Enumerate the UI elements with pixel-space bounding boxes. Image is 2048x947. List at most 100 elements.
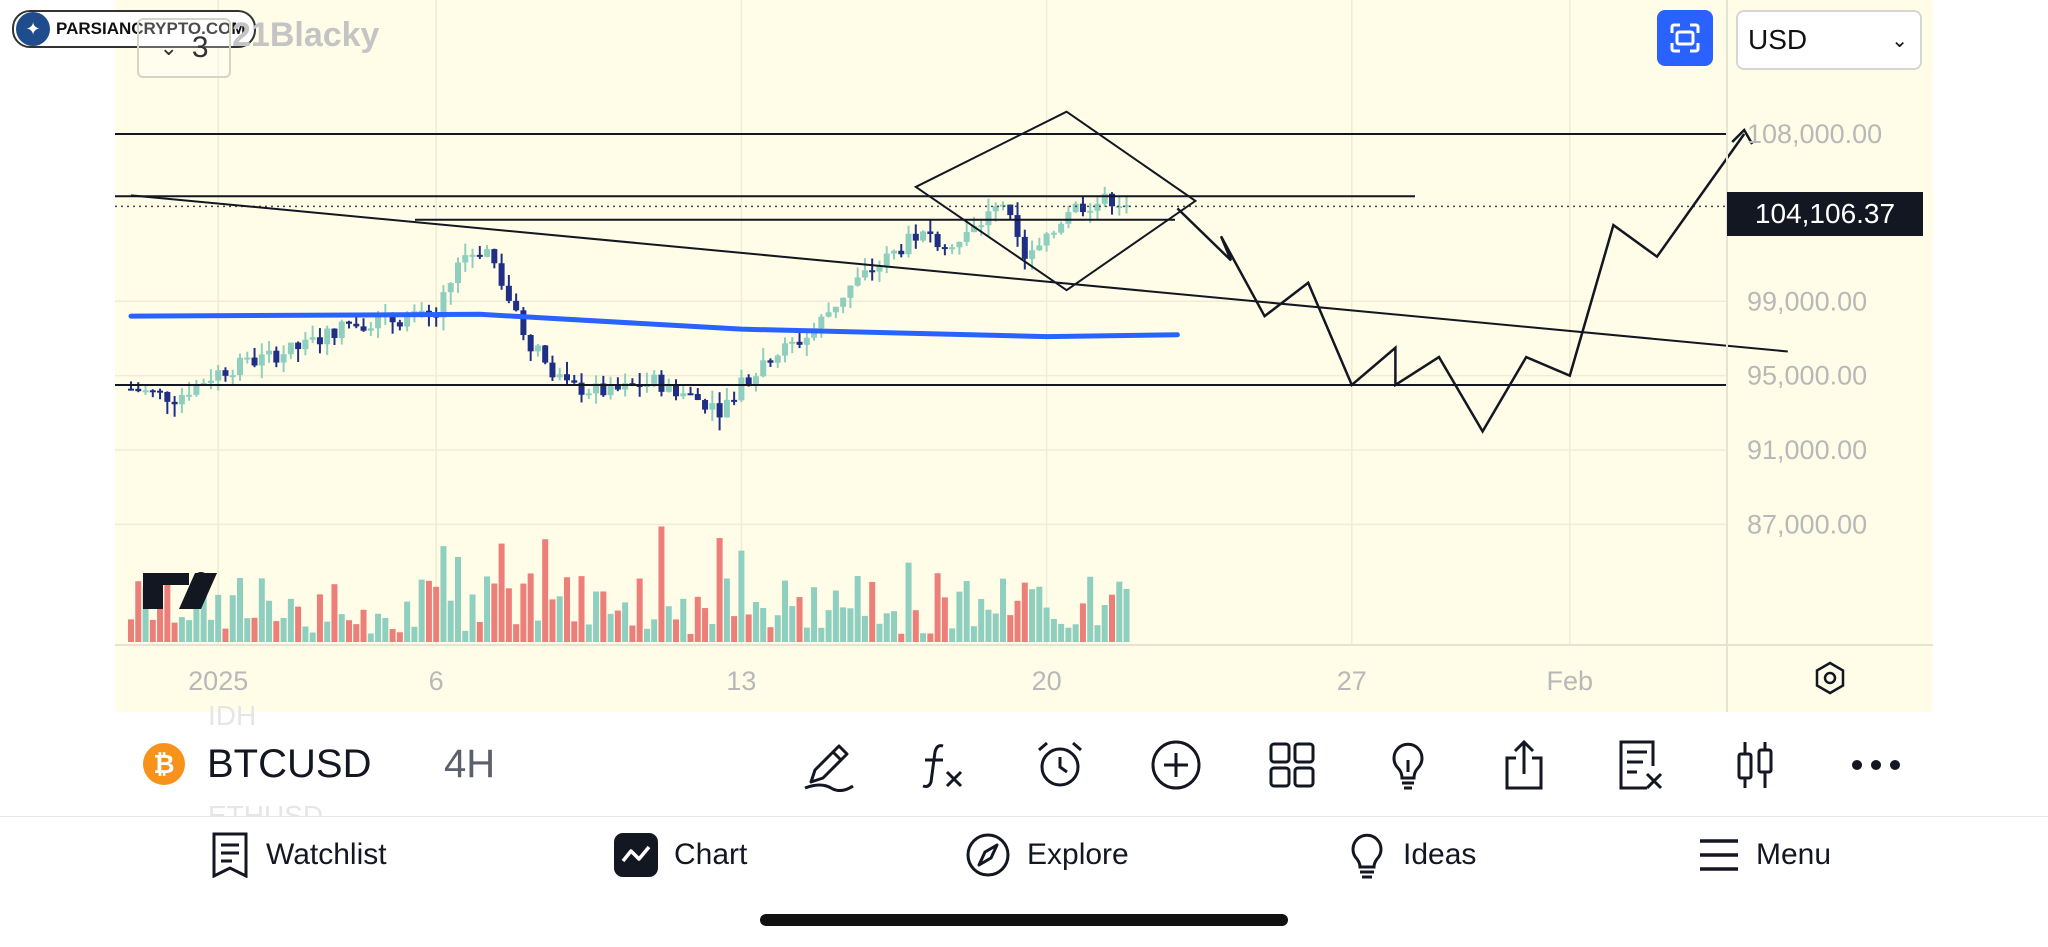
- share-icon[interactable]: [1494, 735, 1554, 795]
- candle-body: [447, 283, 454, 293]
- candle-body: [861, 270, 868, 278]
- candle-body: [556, 374, 563, 378]
- volume-bar: [760, 607, 767, 642]
- volume-bar: [789, 606, 796, 642]
- volume-bar: [258, 578, 265, 642]
- date-tick-label: 2025: [188, 666, 248, 696]
- candle-body: [1065, 212, 1072, 224]
- candle-body: [1109, 193, 1115, 207]
- volume-bar: [1079, 603, 1086, 642]
- nav-explore[interactable]: Explore: [965, 830, 1129, 880]
- currency-select[interactable]: USD ⌄: [1736, 10, 1922, 70]
- clear-drawings-icon[interactable]: [1610, 735, 1670, 795]
- volume-bar: [564, 577, 570, 642]
- candle-body: [956, 241, 963, 248]
- volume-bar: [1058, 623, 1065, 642]
- price-tick-label: 99,000.00: [1747, 286, 1867, 316]
- watchlist-icon: [210, 832, 250, 878]
- chart-canvas[interactable]: 108,000.00 99,000.00 95,000.00 91,000.00 87,…: [115, 0, 1933, 712]
- nav-menu[interactable]: Menu: [1698, 830, 1831, 880]
- lightbulb-icon[interactable]: [1378, 735, 1438, 795]
- volume-bar: [302, 626, 309, 642]
- date-tick-label: Feb: [1547, 666, 1594, 696]
- candle-body: [513, 300, 520, 311]
- volume-bar: [135, 581, 142, 642]
- volume-bar: [905, 562, 912, 642]
- volume-bar: [716, 538, 723, 642]
- chart-settings-button[interactable]: [1808, 656, 1852, 700]
- volume-bar: [425, 580, 432, 642]
- price-chart[interactable]: 108,000.00 99,000.00 95,000.00 91,000.00 87,…: [115, 0, 1933, 712]
- candle-body: [658, 374, 665, 392]
- volume-bar: [455, 556, 461, 642]
- candle-body: [527, 335, 534, 352]
- candle-body: [520, 310, 527, 336]
- candles-icon[interactable]: [1726, 735, 1786, 795]
- volume-bar: [440, 546, 447, 642]
- volume-bar: [266, 600, 273, 642]
- nav-ideas[interactable]: Ideas: [1347, 830, 1476, 880]
- volume-bar: [1094, 625, 1101, 642]
- candle-body: [912, 233, 919, 241]
- volume-bar: [622, 602, 629, 642]
- nav-chart[interactable]: Chart: [614, 830, 747, 880]
- volume-bar: [840, 607, 847, 642]
- function-icon[interactable]: [914, 735, 974, 795]
- date-tick-label: 20: [1032, 666, 1062, 696]
- volume-bar: [600, 591, 607, 642]
- candle-body: [178, 394, 185, 405]
- candle-body: [1014, 215, 1021, 237]
- candle-body: [789, 341, 796, 344]
- candle-body: [1058, 223, 1065, 233]
- pencil-icon[interactable]: [798, 735, 858, 795]
- volume-bar: [229, 595, 236, 642]
- fullscreen-button[interactable]: [1657, 10, 1713, 66]
- volume-bar: [658, 526, 665, 642]
- volume-bar: [731, 616, 738, 642]
- candle-body: [585, 393, 592, 396]
- volume-bar: [847, 608, 854, 642]
- layout-grid-icon[interactable]: [1262, 735, 1322, 795]
- layers-toggle[interactable]: ⌄ 3: [137, 18, 231, 78]
- add-icon[interactable]: [1146, 735, 1206, 795]
- candle-body: [731, 399, 738, 402]
- candle-body: [1007, 204, 1014, 216]
- volume-bar: [745, 614, 752, 642]
- candle-body: [338, 321, 345, 339]
- candle-body: [905, 233, 912, 255]
- candle-body: [207, 380, 214, 384]
- candle-body: [287, 342, 294, 355]
- candle-body: [709, 403, 716, 410]
- bitcoin-icon[interactable]: ₿: [143, 743, 185, 785]
- settings-icon: [1815, 661, 1845, 695]
- volume-bar: [1050, 618, 1057, 642]
- candle-body: [854, 277, 861, 286]
- volume-bar: [723, 578, 730, 642]
- candle-body: [273, 350, 280, 363]
- watermark-logo-icon: ✦: [16, 12, 50, 46]
- volume-bar: [222, 628, 229, 642]
- tradingview-logo-dot: [193, 572, 209, 588]
- volume-bar: [1029, 589, 1036, 642]
- nav-watchlist[interactable]: Watchlist: [210, 830, 387, 880]
- volume-bar: [854, 576, 861, 642]
- timeframe-selector[interactable]: 4H: [444, 742, 496, 786]
- candle-body: [723, 399, 730, 418]
- volume-bar: [1123, 588, 1130, 642]
- volume-bar: [614, 610, 621, 642]
- candle-body: [636, 384, 643, 387]
- home-indicator: [760, 914, 1288, 926]
- candle-body: [280, 354, 287, 363]
- volume-bar: [963, 581, 970, 642]
- ghost-symbol-above: IDH: [208, 700, 257, 731]
- candle-body: [237, 357, 243, 376]
- volume-bar: [164, 575, 171, 642]
- candle-body: [927, 231, 934, 234]
- candle-body: [665, 385, 672, 392]
- candle-body: [375, 316, 382, 329]
- alarm-icon[interactable]: [1030, 735, 1090, 795]
- more-icon[interactable]: [1846, 735, 1906, 795]
- candle-body: [367, 328, 374, 331]
- symbol-name[interactable]: BTCUSD: [207, 742, 372, 786]
- candle-body: [607, 384, 614, 396]
